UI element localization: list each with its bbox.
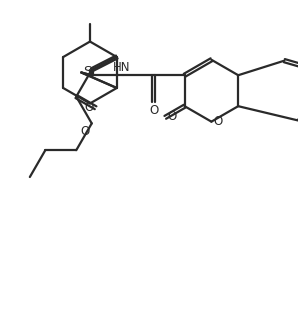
Text: O: O — [81, 125, 90, 138]
Text: O: O — [168, 110, 177, 123]
Text: HN: HN — [113, 61, 131, 74]
Text: O: O — [150, 104, 159, 117]
Text: O: O — [214, 115, 223, 128]
Text: O: O — [84, 101, 93, 114]
Text: S: S — [83, 64, 91, 77]
